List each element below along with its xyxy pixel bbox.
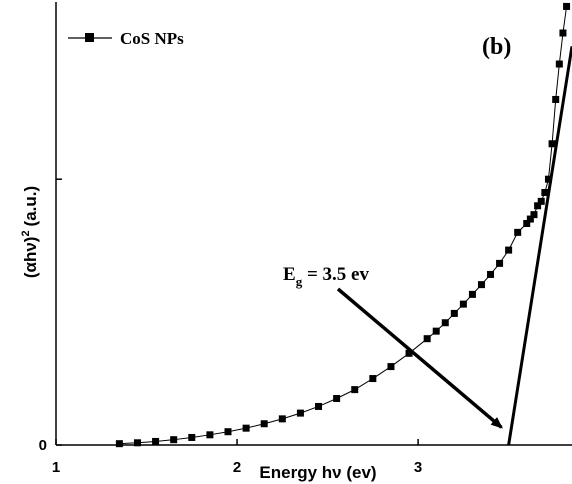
data-point [351,386,359,394]
data-point [541,188,549,196]
axes [55,2,572,446]
x-axis-label: Energy hν (ev) [259,463,376,482]
data-point [387,363,395,371]
y-axis-label-sup: 2 [20,230,32,236]
data-point [170,436,178,444]
data-point [206,431,214,439]
data-point [487,270,495,278]
y-axis-label-unit: (a.u.) [21,186,40,227]
data-point [260,420,268,428]
data-point [530,211,538,219]
series-line [119,6,568,445]
svg-text:(αhν)2(a.u.): (αhν)2 (a.u.) [20,186,40,278]
data-point [441,319,449,327]
legend-marker [85,33,94,42]
data-point [152,437,160,445]
data-point [432,327,440,335]
tangent-line [507,46,572,446]
x-tick-label: 3 [414,459,422,476]
data-point [133,439,141,447]
data-point [552,95,560,103]
data-points [115,2,571,448]
data-point [563,2,571,10]
data-point [369,375,377,383]
data-point [523,220,531,227]
data-point [496,259,504,267]
data-point [450,309,458,317]
legend-label: CoS NPs [120,29,184,48]
data-point [459,300,467,308]
bandgap-annotation-main: E [283,264,296,285]
x-tick-label: 2 [233,459,241,476]
bandgap-annotation: Eg = 3.5 ev [283,264,369,289]
data-point [188,433,196,441]
bandgap-annotation-sub: g [296,274,303,289]
data-point [224,428,232,436]
legend: CoS NPs [68,29,184,48]
data-point [278,415,286,423]
data-point [505,246,513,254]
data-point [477,281,485,289]
y-axis-label-main: (αhν) [21,237,40,279]
data-point [526,215,534,223]
y-tick-label: 0 [39,437,47,454]
bandgap-annotation-rest: = 3.5 ev [302,264,369,285]
data-point [537,197,545,205]
data-point [333,394,341,402]
y-axis-label: (αhν)2 (a.u.) [20,186,40,278]
annotation-arrow [336,287,503,429]
data-point [242,424,250,432]
ticks: 1 2 3 0 [39,178,422,476]
data-point [544,175,552,183]
data-point [514,228,522,236]
data-point [559,29,567,37]
panel-label: (b) [482,34,511,60]
data-point [405,349,413,357]
data-point [555,60,563,68]
data-point [115,440,123,448]
data-point [468,290,476,298]
x-tick-label: 1 [52,459,60,476]
data-point [315,402,323,410]
data-point [534,202,542,210]
data-point [548,140,556,148]
data-point [423,335,431,343]
data-point [296,409,304,417]
